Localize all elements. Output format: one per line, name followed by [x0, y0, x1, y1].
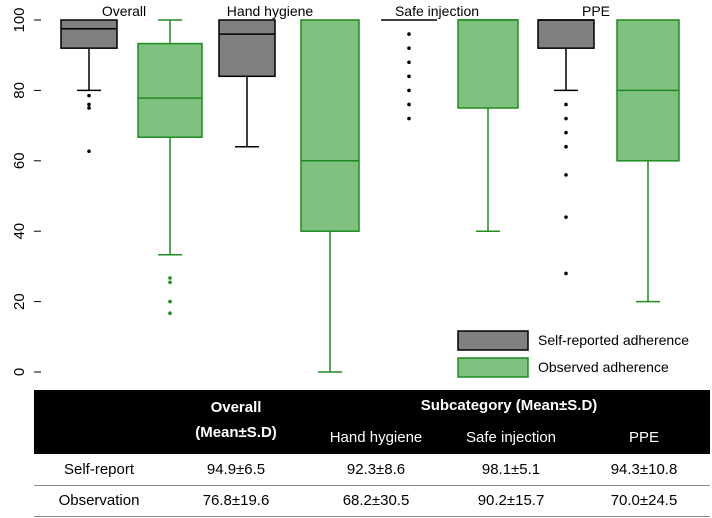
outlier-point — [407, 74, 411, 79]
iqr-box — [300, 19, 360, 232]
outlier-point — [564, 144, 568, 149]
legend-swatch — [457, 330, 529, 351]
outlier-point — [168, 299, 172, 304]
iqr-box — [60, 19, 118, 49]
cell-overall: 76.8±19.6 — [164, 485, 308, 517]
y-tick-label: 80 — [11, 82, 28, 99]
y-tick-label: 20 — [11, 293, 28, 310]
box-self — [537, 19, 595, 276]
group-label: Overall — [102, 3, 146, 19]
cell-overall: 94.9±6.5 — [164, 454, 308, 486]
outlier-point — [168, 276, 172, 280]
outlier-point — [407, 88, 411, 93]
outlier-point — [564, 116, 568, 121]
header-safe-injection: Safe injection — [444, 420, 578, 454]
legend-swatch — [457, 357, 529, 378]
iqr-box — [537, 19, 595, 49]
group-label: Safe injection — [395, 3, 479, 19]
outlier-point — [407, 102, 411, 107]
box-observed — [457, 19, 519, 232]
box-observed — [137, 19, 203, 316]
box-self — [381, 19, 437, 121]
outlier-point — [168, 311, 172, 316]
outlier-point — [87, 106, 91, 110]
boxplot-chart: 0 20 40 60 80 100 Overall Hand hygiene Safe inj… — [11, 3, 689, 378]
header-subcategory: Subcategory (Mean±S.D) — [308, 390, 710, 420]
header-overall-line2: (Mean±S.D) — [164, 420, 308, 454]
outlier-point — [407, 32, 411, 36]
y-axis: 0 20 40 60 80 100 — [11, 7, 41, 376]
outlier-point — [407, 46, 411, 50]
outlier-point — [168, 280, 172, 285]
box-observed — [300, 19, 360, 373]
cell-ppe: 94.3±10.8 — [578, 454, 710, 486]
box-self — [218, 19, 276, 148]
iqr-box — [457, 19, 519, 109]
group-label: Hand hygiene — [227, 3, 314, 19]
outlier-point — [564, 215, 568, 219]
outlier-point — [564, 130, 568, 135]
outlier-point — [87, 102, 91, 107]
header-hand-hygiene: Hand hygiene — [308, 420, 444, 454]
y-tick-label: 60 — [11, 152, 28, 169]
y-tick-label: 40 — [11, 223, 28, 240]
outlier-point — [564, 102, 568, 107]
box-layer — [60, 19, 680, 373]
box-self — [60, 19, 118, 154]
header-overall-line1: Overall — [164, 390, 308, 420]
outlier-point — [407, 60, 411, 65]
legend-label: Observed adherence — [538, 359, 669, 375]
y-tick-label: 0 — [11, 368, 28, 376]
outlier-point — [87, 93, 91, 98]
outlier-point — [564, 271, 568, 276]
iqr-box — [218, 19, 276, 78]
cell-safe-injection: 98.1±5.1 — [444, 454, 578, 486]
table-row: Self-report 94.9±6.5 92.3±8.6 98.1±5.1 9… — [34, 454, 710, 486]
outlier-point — [407, 116, 411, 121]
cell-ppe: 70.0±24.5 — [578, 485, 710, 517]
legend-label: Self-reported adherence — [538, 332, 689, 348]
cell-hand-hygiene: 68.2±30.5 — [308, 485, 444, 517]
box-observed — [616, 19, 680, 303]
legend: Self-reported adherence Observed adherenc… — [457, 330, 689, 378]
outlier-point — [87, 149, 91, 154]
cell-hand-hygiene: 92.3±8.6 — [308, 454, 444, 486]
table-row: Observation 76.8±19.6 68.2±30.5 90.2±15.… — [34, 485, 710, 517]
header-ppe: PPE — [578, 420, 710, 454]
group-label: PPE — [582, 3, 610, 19]
table-corner-cell — [34, 390, 164, 454]
iqr-box — [137, 42, 203, 138]
y-tick-label: 100 — [11, 7, 28, 32]
row-label: Observation — [34, 485, 164, 517]
row-label: Self-report — [34, 454, 164, 486]
summary-table: Overall Subcategory (Mean±S.D) (Mean±S.D… — [34, 390, 710, 517]
outlier-point — [564, 173, 568, 177]
cell-safe-injection: 90.2±15.7 — [444, 485, 578, 517]
group-labels: Overall Hand hygiene Safe injection PPE — [102, 3, 610, 19]
